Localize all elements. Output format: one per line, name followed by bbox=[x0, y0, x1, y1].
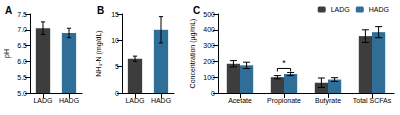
svg-text:Concentration (μg/mL): Concentration (μg/mL) bbox=[189, 19, 197, 89]
svg-text:HADG: HADG bbox=[151, 97, 171, 104]
svg-text:0: 0 bbox=[211, 90, 215, 97]
svg-text:LADG: LADG bbox=[331, 6, 350, 13]
svg-text:5: 5 bbox=[115, 63, 119, 70]
svg-text:LADG: LADG bbox=[125, 97, 144, 104]
svg-text:pH: pH bbox=[3, 49, 11, 58]
svg-text:*: * bbox=[282, 58, 286, 68]
svg-text:NH₃-N (mg/dL): NH₃-N (mg/dL) bbox=[95, 30, 103, 76]
svg-text:300: 300 bbox=[203, 42, 215, 49]
svg-text:Total SCFAs: Total SCFAs bbox=[353, 97, 392, 104]
svg-text:LADG: LADG bbox=[33, 97, 52, 104]
svg-text:6.0: 6.0 bbox=[17, 58, 27, 65]
svg-text:Propionate: Propionate bbox=[267, 97, 301, 105]
svg-text:500: 500 bbox=[203, 11, 215, 18]
svg-text:HADG: HADG bbox=[369, 6, 389, 13]
svg-text:Acetate: Acetate bbox=[228, 97, 252, 104]
svg-text:C: C bbox=[193, 5, 200, 16]
svg-text:5.0: 5.0 bbox=[17, 90, 27, 97]
svg-text:200: 200 bbox=[203, 58, 215, 65]
svg-text:6.5: 6.5 bbox=[17, 42, 27, 49]
svg-text:400: 400 bbox=[203, 26, 215, 33]
svg-text:HADG: HADG bbox=[59, 97, 79, 104]
svg-text:B: B bbox=[97, 5, 104, 16]
svg-text:A: A bbox=[5, 5, 12, 16]
svg-text:15: 15 bbox=[111, 11, 119, 18]
svg-text:7.0: 7.0 bbox=[17, 26, 27, 33]
svg-text:5.5: 5.5 bbox=[17, 74, 27, 81]
svg-text:0: 0 bbox=[115, 90, 119, 97]
svg-text:7.5: 7.5 bbox=[17, 11, 27, 18]
svg-text:10: 10 bbox=[111, 37, 119, 44]
svg-text:100: 100 bbox=[203, 74, 215, 81]
svg-text:Butyrate: Butyrate bbox=[315, 97, 341, 105]
